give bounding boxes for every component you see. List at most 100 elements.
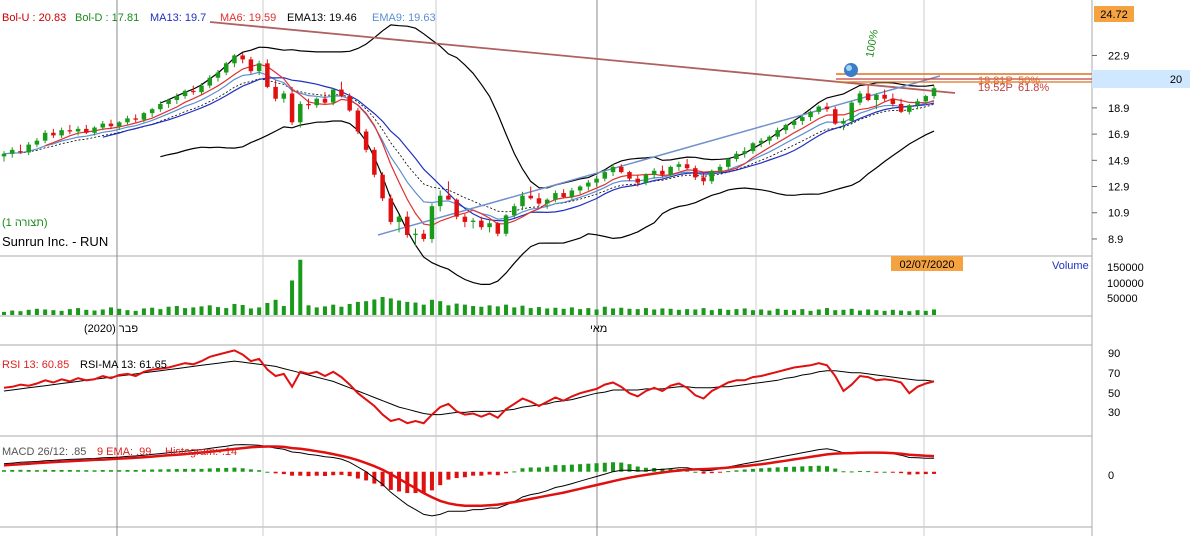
macd-histogram-bar [536,467,541,472]
volume-bar [339,306,344,315]
candle-body [347,96,352,111]
volume-bar [388,298,393,315]
volume-bar [685,309,690,315]
macd-histogram-bar [454,471,459,479]
candle-body [429,206,435,239]
volume-bar [67,309,72,315]
last-price-value: 24.72 [1100,9,1128,21]
fib-100-label: 100% [864,29,881,59]
rsi-tick-70: 70 [1108,368,1120,380]
macd-histogram-bar [92,470,97,472]
fib-levels [836,73,1092,83]
candle-body [767,136,772,141]
candle-body [783,124,789,131]
volume-bar [125,310,130,315]
macd-histogram-bar [298,471,303,476]
candle-body [758,140,764,144]
candle-body [388,198,394,222]
volume-bar [454,303,459,315]
candle-body [330,89,336,103]
macd-histogram-bar [734,470,739,472]
volume-bar [504,304,509,315]
candle-body [215,72,221,78]
bollinger-upper-line [160,24,935,189]
ema9-label: EMA9: 19.63 [372,12,436,24]
candle-body [742,151,747,154]
volume-bar [495,306,500,315]
candle-body [470,220,476,222]
price-tick-label: 18.9 [1108,103,1129,115]
volume-bar [849,308,854,315]
ma13-label: MA13: 19.7 [150,12,206,24]
ma6-line [44,63,935,227]
volume-bar [718,308,723,315]
price-tick-label: 8.9 [1108,234,1123,246]
volume-bar [158,309,163,315]
volume-bar [866,309,871,315]
volume-tick-100000: 100000 [1107,278,1144,290]
rsi-line [3,349,935,425]
candle-body [512,206,517,216]
rsi-tick-30: 30 [1108,407,1120,419]
volume-bar [10,310,15,315]
volume-bar [660,308,665,315]
fib-level-b: 19.52P [978,82,1013,94]
macd-histogram-bar [421,471,426,494]
candle-body [141,113,147,120]
candle-body [9,149,15,154]
candle-body [898,103,904,112]
volume-bar [841,309,846,315]
volume-label: Volume [1052,260,1089,272]
volume-bar [100,309,105,315]
candle-body [396,216,402,222]
candle-body [421,233,426,239]
macd-histogram-bar [759,468,764,472]
volume-bar [825,308,830,315]
volume-bar [43,309,48,315]
macd-histogram-bar [67,470,72,472]
macd-ema-label: 9 EMA: .99 [97,446,151,458]
candle-body [569,190,575,198]
volume-bar [347,303,352,315]
volume-bar [545,308,550,315]
candle-body [832,109,838,124]
candle-body [75,128,81,132]
volume-bar [355,301,360,315]
rsi-label: RSI 13: 60.85 [2,359,69,371]
macd-histogram-bar [380,471,385,487]
current-date-badge [891,256,963,271]
macd-histogram-bar [232,467,237,472]
candle-body [273,86,278,99]
bollinger-bands [160,24,935,285]
candle-body [166,100,171,104]
moving-averages [3,63,935,227]
candle-body [314,98,319,106]
candle-body [265,63,270,87]
volume-bar [783,309,788,315]
current-date: 02/07/2020 [899,259,954,271]
right-tag-box [1092,70,1190,88]
candle-body [248,59,254,72]
candle-body [405,216,410,236]
globe-icon[interactable] [844,63,858,77]
candle-body [503,215,509,234]
macd-line [3,444,935,517]
macd-histogram-bar [215,468,220,472]
candle-body [800,117,805,121]
candle-body [890,98,896,104]
volume-bar [174,306,179,315]
macd-label: MACD 26/12: .85 [2,446,86,458]
macd-histogram-bar [290,471,295,476]
macd-histogram-bar [841,471,846,473]
volume-bar [34,308,39,315]
macd-histogram-bar [932,471,936,474]
macd-histogram-bar [462,471,467,478]
volume-bar [890,309,895,315]
volume-bar [536,307,541,315]
ema13-line [3,78,935,213]
volume-bar [528,308,533,315]
right-tag-value: 20 [1170,74,1182,86]
bol-u-label: Bol-U : 20.83 [2,12,66,24]
macd-histogram-bar [899,471,904,474]
